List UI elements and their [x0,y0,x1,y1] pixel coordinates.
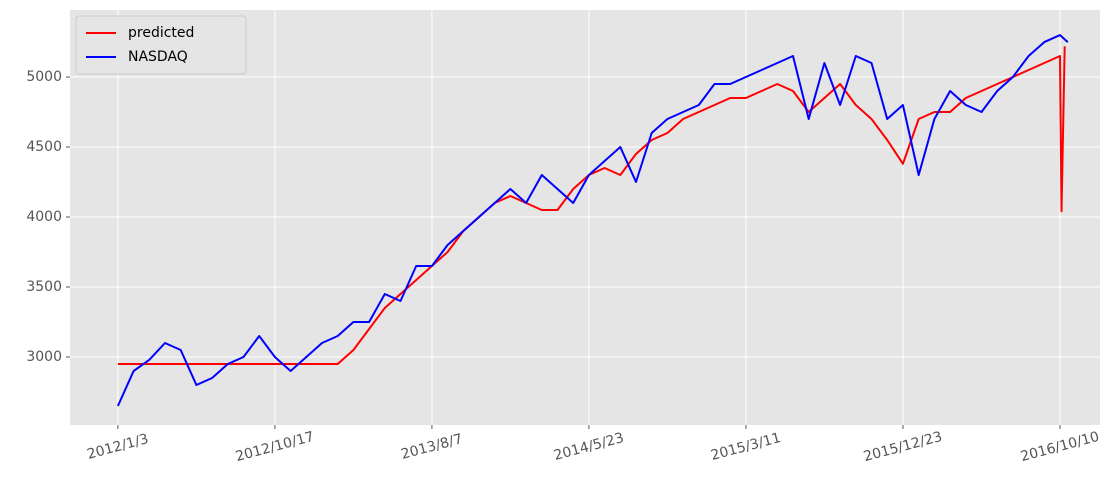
x-tick-label: 2015/12/23 [862,429,944,465]
legend-label: predicted [128,25,194,41]
x-tick-label: 2016/10/10 [1019,429,1101,465]
x-tick-label: 2012/1/3 [85,431,150,463]
series-line [116,34,1069,407]
y-tick-label: 3000 [26,349,62,365]
series-line [117,46,1066,365]
x-tick-label: 2013/8/7 [399,431,464,463]
y-tick-label: 4500 [26,139,62,155]
x-tick-label: 2014/5/23 [552,430,625,464]
y-tick-label: 3500 [26,279,62,295]
y-tick-label: 5000 [26,69,62,85]
x-tick-label: 2015/3/11 [709,430,782,464]
legend-box [75,15,247,75]
x-tick-label: 2012/10/17 [234,429,316,465]
legend-label: NASDAQ [128,49,188,65]
legend: predicted NASDAQ [75,15,247,75]
y-tick-label: 4000 [26,209,62,225]
